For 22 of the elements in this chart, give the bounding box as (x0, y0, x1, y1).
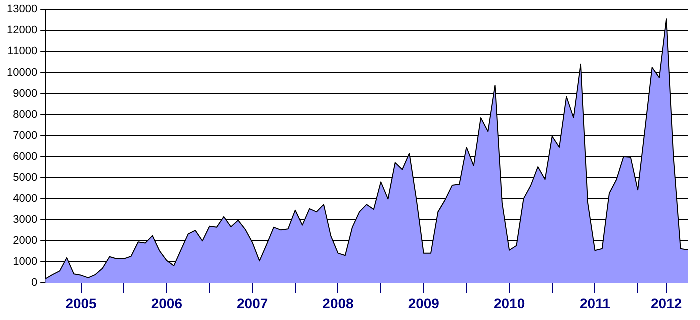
x-tick-label: 2006 (151, 295, 183, 312)
y-tick-label: 10000 (6, 66, 38, 79)
y-tick-label: 7000 (13, 130, 38, 142)
y-tick-label: 6000 (13, 150, 38, 163)
x-tick-label: 2010 (494, 295, 526, 312)
x-tick-label: 2011 (580, 295, 611, 312)
y-tick-label: 8000 (13, 108, 38, 121)
y-tick-label: 1000 (13, 256, 38, 268)
y-tick-label: 4000 (13, 193, 38, 206)
y-tick-label: 12000 (6, 24, 38, 37)
x-tick-label: 2007 (237, 295, 268, 312)
y-tick-label: 3000 (13, 214, 38, 226)
y-tick-label: 9000 (13, 88, 38, 100)
x-tick-label: 2012 (651, 295, 682, 312)
x-tick-label: 2008 (322, 295, 354, 312)
y-tick-label: 0 (31, 277, 38, 290)
x-tick-label: 2009 (408, 295, 440, 312)
y-tick-label: 2000 (13, 235, 38, 248)
x-tick-label: 2005 (66, 295, 98, 312)
y-tick-label: 11000 (8, 46, 38, 58)
y-tick-label: 13000 (6, 4, 38, 16)
y-tick-label: 5000 (13, 172, 38, 184)
